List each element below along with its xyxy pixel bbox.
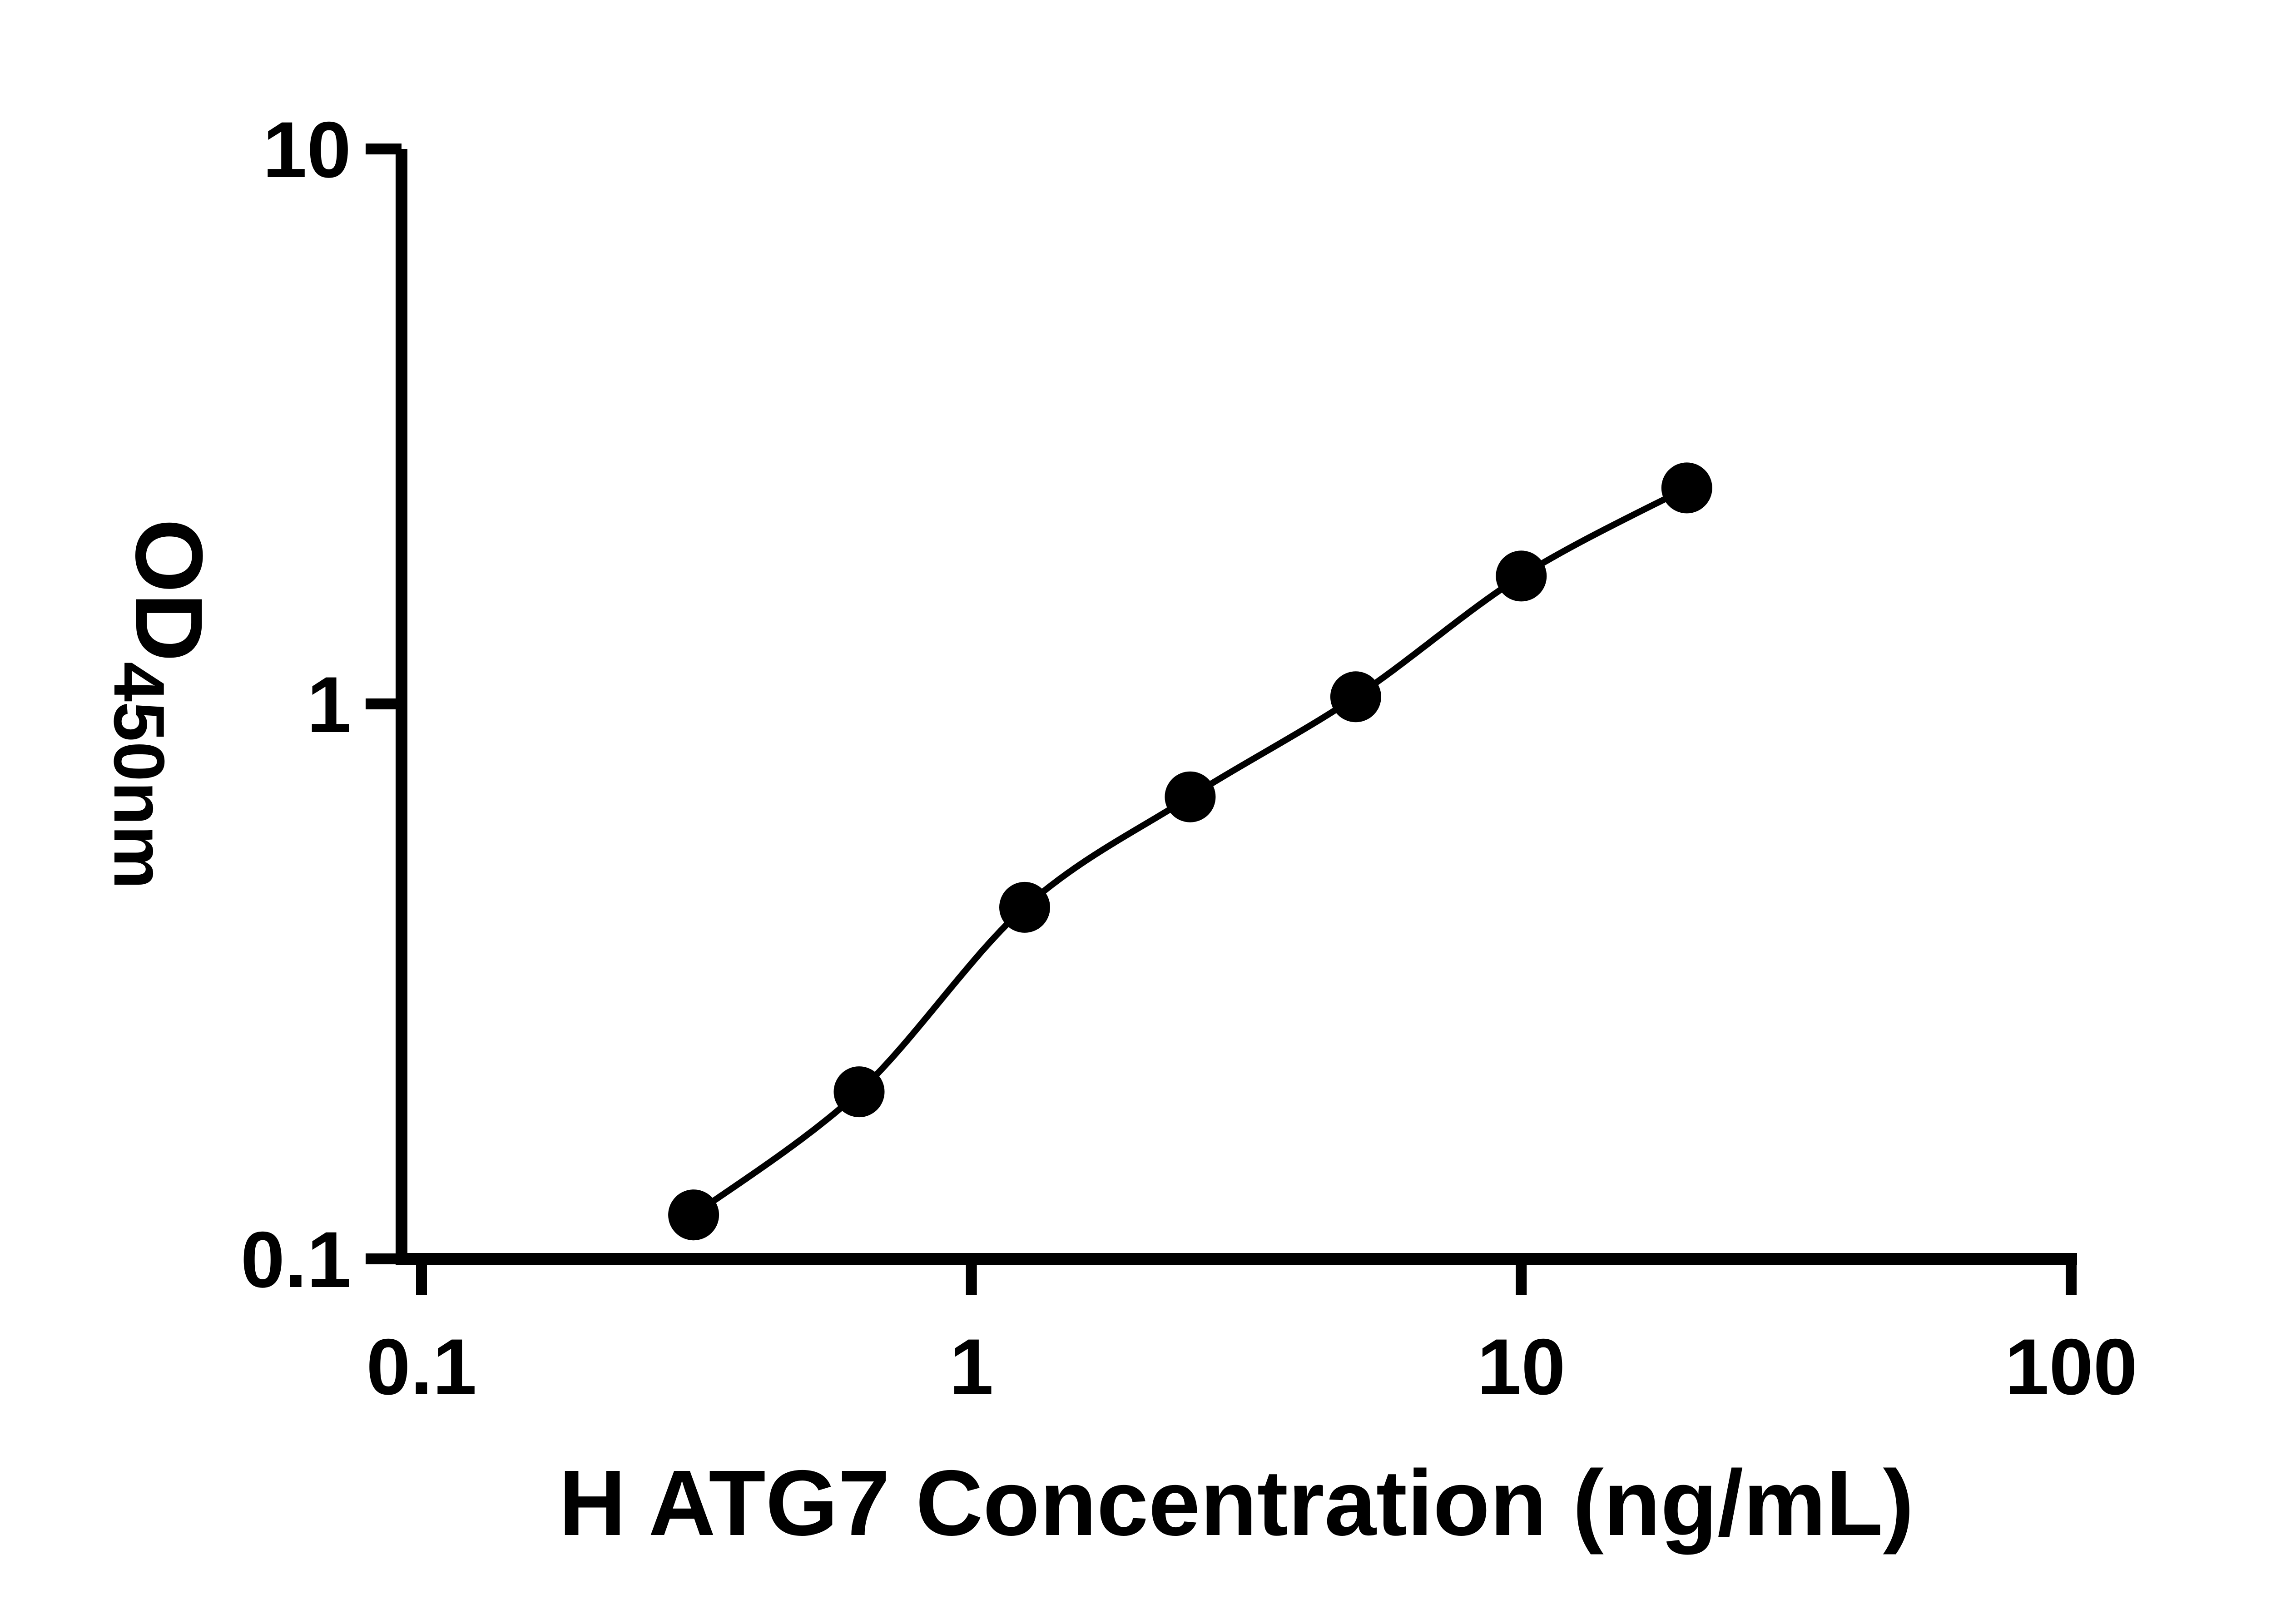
x-axis-title: H ATG7 Concentration (ng/mL) — [559, 1451, 1914, 1555]
axes-frame — [396, 149, 2077, 1265]
y-axis-title: OD450nm — [99, 519, 223, 889]
data-point-marker — [1330, 671, 1381, 723]
x-axis-tick-label: 1 — [949, 1323, 993, 1411]
y-axis-title-main: OD — [116, 519, 223, 662]
data-point-marker — [668, 1189, 719, 1241]
plot-area: 0.1 1 10 100 0.1 1 10 — [241, 106, 2137, 1411]
y-axis-tick-label: 0.1 — [241, 1216, 351, 1304]
y-axis-title-subscript: 450nm — [99, 662, 179, 889]
x-axis-tick-label: 100 — [2005, 1323, 2137, 1411]
data-point-marker — [999, 881, 1050, 933]
y-axis-tick-label: 1 — [307, 661, 351, 749]
x-axis-tick-label: 0.1 — [366, 1323, 476, 1411]
data-point-marker — [833, 1066, 885, 1118]
data-point-marker — [1496, 550, 1547, 602]
data-point-marker — [1661, 462, 1712, 514]
x-axis-tick-label: 10 — [1477, 1323, 1566, 1411]
data-point-marker — [1165, 771, 1216, 822]
y-axis-tick-label: 10 — [263, 106, 351, 194]
